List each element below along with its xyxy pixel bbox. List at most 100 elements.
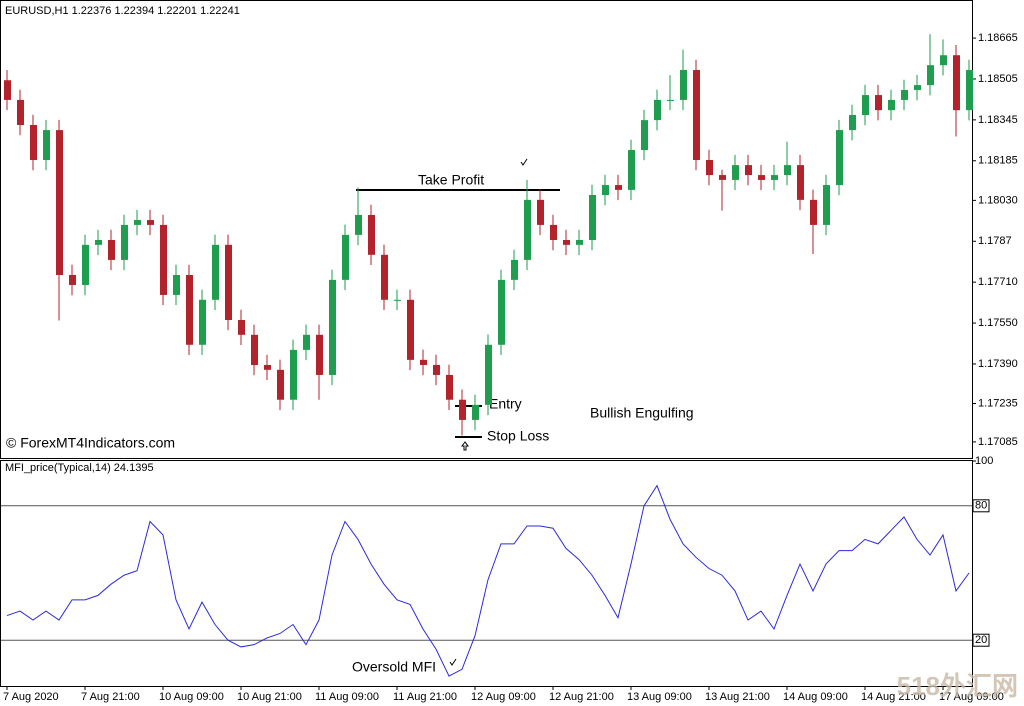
candle-body bbox=[355, 214, 362, 235]
watermark: 518外汇网 bbox=[897, 671, 1018, 701]
candle-body bbox=[199, 299, 206, 345]
candle-body bbox=[732, 165, 739, 180]
y-tick-label: 80 bbox=[975, 500, 987, 512]
candle-body bbox=[953, 55, 960, 111]
candle-body bbox=[823, 185, 830, 225]
candle-body bbox=[238, 319, 245, 335]
x-tick-label: 11 Aug 21:00 bbox=[393, 691, 457, 703]
candle-body bbox=[836, 130, 843, 186]
candle-body bbox=[43, 130, 50, 160]
candle-body bbox=[212, 244, 219, 300]
candle-body bbox=[277, 369, 284, 400]
candle-body bbox=[342, 234, 349, 280]
candle-body bbox=[602, 185, 609, 196]
candle-body bbox=[186, 275, 193, 345]
candle-body bbox=[472, 404, 479, 420]
y-tick-label: 1.18185 bbox=[978, 155, 1018, 167]
candle-body bbox=[719, 175, 726, 180]
candle-body bbox=[511, 259, 518, 280]
y-tick-label: 1.18345 bbox=[978, 114, 1018, 126]
candle-body bbox=[745, 165, 752, 176]
candle-body bbox=[303, 334, 310, 350]
candle-body bbox=[134, 220, 141, 225]
candle-body bbox=[537, 199, 544, 225]
arrow-icon bbox=[461, 441, 469, 451]
candle-body bbox=[394, 299, 401, 301]
candle-body bbox=[797, 165, 804, 200]
candle-body bbox=[329, 279, 336, 375]
candle-body bbox=[290, 349, 297, 400]
candle-body bbox=[849, 115, 856, 131]
candle-body bbox=[927, 65, 934, 86]
x-tick-label: 10 Aug 09:00 bbox=[159, 691, 224, 703]
x-tick-label: 11 Aug 09:00 bbox=[315, 691, 379, 703]
annotation: Entry bbox=[489, 396, 522, 412]
candle-body bbox=[264, 364, 271, 370]
y-tick-label: 100 bbox=[975, 455, 993, 467]
tick-box bbox=[972, 499, 990, 513]
candle-body bbox=[108, 239, 115, 260]
candle-body bbox=[667, 99, 674, 101]
candle-body bbox=[368, 214, 375, 255]
candle-body bbox=[56, 130, 63, 276]
y-tick-label: 1.17550 bbox=[978, 317, 1018, 329]
candle-body bbox=[160, 224, 167, 295]
candle-body bbox=[316, 334, 323, 375]
candle-body bbox=[82, 244, 89, 285]
y-tick-label: 20 bbox=[975, 634, 987, 646]
candle-body bbox=[888, 99, 895, 111]
annotation: Stop Loss bbox=[487, 428, 549, 444]
indicator-title: MFI_price(Typical,14) 24.1395 bbox=[5, 462, 154, 474]
indicator-panel bbox=[0, 460, 973, 687]
x-tick-label: 7 Aug 21:00 bbox=[81, 691, 140, 703]
candle-body bbox=[420, 359, 427, 365]
candle-body bbox=[459, 399, 466, 420]
candle-body bbox=[615, 185, 622, 190]
candle-body bbox=[966, 70, 973, 111]
candle-body bbox=[680, 70, 687, 100]
candle-body bbox=[563, 239, 570, 245]
candle-body bbox=[654, 99, 661, 121]
check-icon bbox=[520, 158, 528, 166]
y-tick-label: 1.17710 bbox=[978, 276, 1018, 288]
candle-body bbox=[4, 80, 11, 100]
x-tick-label: 7 Aug 2020 bbox=[3, 691, 59, 703]
candle-body bbox=[589, 195, 596, 240]
y-tick-label: 1.17235 bbox=[978, 397, 1018, 409]
candle-body bbox=[498, 279, 505, 345]
candle-body bbox=[69, 275, 76, 285]
price-panel bbox=[0, 0, 973, 459]
candle-body bbox=[550, 224, 557, 240]
candle-body bbox=[784, 165, 791, 176]
candle-body bbox=[30, 124, 37, 160]
x-tick-label: 12 Aug 21:00 bbox=[549, 691, 614, 703]
mfi-line bbox=[6, 484, 970, 677]
candle-body bbox=[576, 239, 583, 245]
candle-body bbox=[641, 120, 648, 151]
check-icon bbox=[449, 658, 457, 666]
chart-title: EURUSD,H1 1.22376 1.22394 1.22201 1.2224… bbox=[5, 5, 240, 17]
candle-body bbox=[862, 95, 869, 116]
y-tick-label: 1.18665 bbox=[978, 32, 1018, 44]
copyright: © ForexMT4Indicators.com bbox=[6, 435, 175, 451]
x-tick-label: 12 Aug 09:00 bbox=[471, 691, 536, 703]
y-tick-label: 1.17390 bbox=[978, 358, 1018, 370]
candle-body bbox=[875, 95, 882, 111]
candle-body bbox=[251, 334, 258, 365]
y-tick-label: 1.18030 bbox=[978, 194, 1018, 206]
x-tick-label: 17 Aug 09:00 bbox=[939, 691, 1004, 703]
annotation: Oversold MFI bbox=[352, 659, 436, 675]
annotation: Bullish Engulfing bbox=[590, 405, 694, 421]
candle-body bbox=[95, 239, 102, 245]
candle-body bbox=[940, 55, 947, 66]
x-tick-label: 13 Aug 09:00 bbox=[627, 691, 692, 703]
x-tick-label: 10 Aug 21:00 bbox=[237, 691, 302, 703]
candle-body bbox=[524, 199, 531, 260]
candle-body bbox=[407, 299, 414, 360]
candle-body bbox=[693, 70, 700, 160]
candle-body bbox=[485, 344, 492, 405]
candle-body bbox=[810, 199, 817, 225]
y-tick-label: 1.1787 bbox=[978, 235, 1012, 247]
